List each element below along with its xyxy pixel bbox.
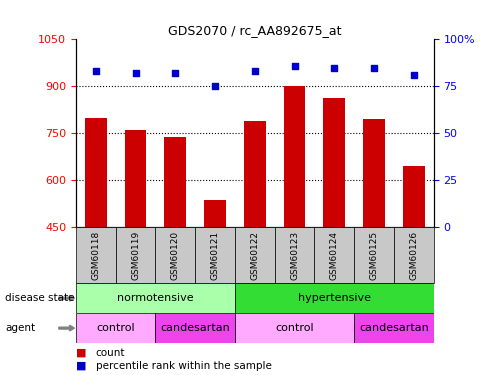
Text: GSM60125: GSM60125 xyxy=(369,230,379,280)
Point xyxy=(370,64,378,70)
Text: ■: ■ xyxy=(76,348,86,358)
Bar xyxy=(363,119,385,227)
Bar xyxy=(76,283,235,313)
Bar xyxy=(155,313,235,343)
Text: normotensive: normotensive xyxy=(117,293,194,303)
Text: GSM60124: GSM60124 xyxy=(330,231,339,279)
Bar xyxy=(85,117,107,227)
Text: GSM60121: GSM60121 xyxy=(211,230,220,280)
Bar xyxy=(195,227,235,283)
Bar xyxy=(116,227,155,283)
Point xyxy=(92,68,100,74)
Text: agent: agent xyxy=(5,323,35,333)
Bar xyxy=(76,227,116,283)
Bar xyxy=(244,121,266,227)
Bar xyxy=(394,227,434,283)
Text: GSM60120: GSM60120 xyxy=(171,230,180,280)
Text: GSM60118: GSM60118 xyxy=(91,230,100,280)
Text: disease state: disease state xyxy=(5,293,74,303)
Bar xyxy=(235,227,275,283)
Text: GSM60119: GSM60119 xyxy=(131,230,140,280)
Point xyxy=(211,83,219,89)
Bar xyxy=(315,227,354,283)
Text: GSM60122: GSM60122 xyxy=(250,231,259,279)
Bar xyxy=(204,200,226,227)
Text: control: control xyxy=(275,323,314,333)
Bar xyxy=(354,227,394,283)
Bar xyxy=(235,313,354,343)
Point xyxy=(251,68,259,74)
Text: candesartan: candesartan xyxy=(160,323,230,333)
Bar xyxy=(354,313,434,343)
Bar xyxy=(155,227,195,283)
Text: GSM60126: GSM60126 xyxy=(409,230,418,280)
Point xyxy=(172,70,179,76)
Point xyxy=(291,63,298,69)
Bar xyxy=(275,227,315,283)
Bar xyxy=(124,130,147,227)
Text: control: control xyxy=(97,323,135,333)
Text: ■: ■ xyxy=(76,361,86,371)
Bar xyxy=(235,283,434,313)
Text: hypertensive: hypertensive xyxy=(298,293,371,303)
Bar xyxy=(284,86,305,227)
Text: percentile rank within the sample: percentile rank within the sample xyxy=(96,361,271,371)
Point xyxy=(132,70,140,76)
Text: count: count xyxy=(96,348,125,358)
Bar xyxy=(76,313,155,343)
Bar xyxy=(323,98,345,227)
Text: GSM60123: GSM60123 xyxy=(290,230,299,280)
Point xyxy=(330,64,338,70)
Point xyxy=(410,72,417,78)
Title: GDS2070 / rc_AA892675_at: GDS2070 / rc_AA892675_at xyxy=(168,24,342,37)
Bar xyxy=(164,137,186,227)
Text: candesartan: candesartan xyxy=(359,323,429,333)
Bar xyxy=(403,166,425,227)
